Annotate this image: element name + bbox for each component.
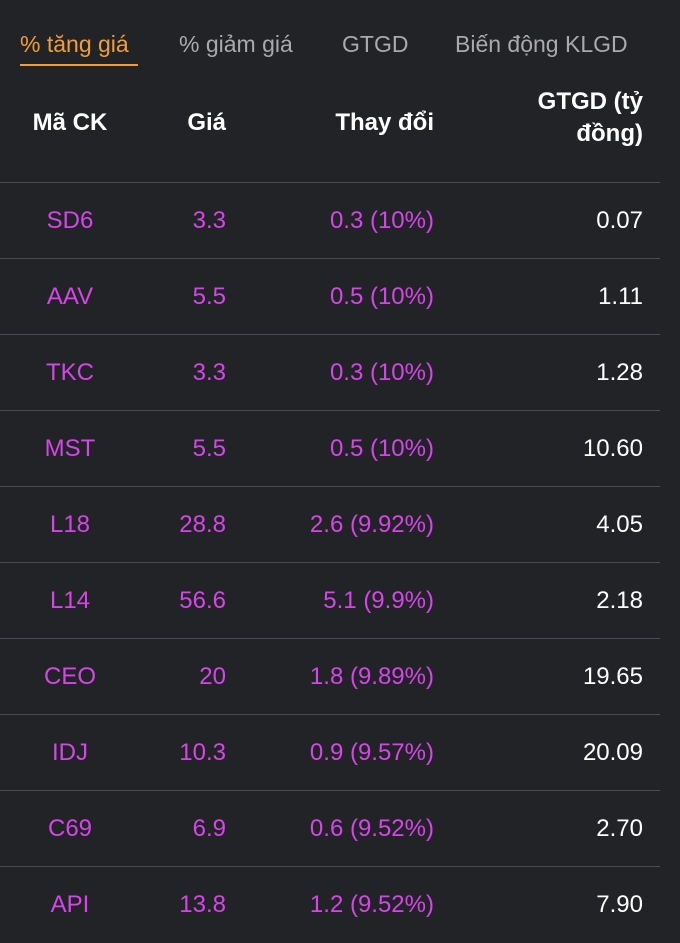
stock-code: API [50, 891, 90, 918]
table-row[interactable]: IDJ 10.3 0.9 (9.57%) 20.09 [0, 715, 680, 791]
column-header-value-line2: đồng) [576, 120, 643, 147]
column-header-code-label: Mã CK [32, 109, 108, 136]
stock-code: TKC [46, 359, 94, 386]
change-cell: 0.5 (10%) [329, 435, 434, 462]
trading-value-cell: 4.05 [596, 511, 643, 538]
row-divider [0, 638, 660, 639]
price-cell: 28.8 [179, 511, 226, 538]
price-cell: 5.5 [192, 283, 226, 310]
change-cell: 0.6 (9.52%) [309, 815, 434, 842]
change-cell: 1.8 (9.89%) [309, 663, 434, 690]
tab-trading-value[interactable]: GTGD [342, 31, 409, 57]
change-cell: 0.9 (9.57%) [309, 739, 434, 766]
trading-value-cell: 10.60 [582, 435, 643, 462]
stock-code: CEO [43, 663, 96, 690]
column-header-price-label: Giá [187, 109, 226, 136]
trading-value-cell: 2.18 [596, 587, 643, 614]
change-cell: 0.3 (10%) [329, 207, 434, 234]
stock-code: C69 [47, 815, 93, 842]
table-row[interactable]: CEO 20 1.8 (9.89%) 19.65 [0, 639, 680, 715]
stock-code: L18 [49, 511, 91, 538]
table-row[interactable]: API 13.8 1.2 (9.52%) 7.90 [0, 867, 680, 943]
column-header-value[interactable]: GTGD (tỷ đồng) [538, 86, 643, 150]
table-row[interactable]: L18 28.8 2.6 (9.92%) 4.05 [0, 487, 680, 563]
tab-bar: % tăng giá % giảm giá GTGD Biến động KLG… [0, 0, 680, 80]
trading-value-cell: 7.90 [596, 891, 643, 918]
change-cell: 5.1 (9.9%) [323, 587, 434, 614]
trading-value-cell: 1.11 [598, 283, 643, 310]
change-cell: 0.5 (10%) [329, 283, 434, 310]
table-row[interactable]: SD6 3.3 0.3 (10%) 0.07 [0, 183, 680, 259]
table-row[interactable]: L14 56.6 5.1 (9.9%) 2.18 [0, 563, 680, 639]
column-header-change-label: Thay đổi [335, 109, 434, 136]
table-row[interactable]: AAV 5.5 0.5 (10%) 1.11 [0, 259, 680, 335]
column-header-price[interactable]: Giá [187, 107, 226, 139]
trading-value-cell: 0.07 [596, 207, 643, 234]
price-cell: 5.5 [192, 435, 226, 462]
stock-code: MST [44, 435, 96, 462]
row-divider [0, 486, 660, 487]
row-divider [0, 714, 660, 715]
table-row[interactable]: TKC 3.3 0.3 (10%) 1.28 [0, 335, 680, 411]
change-cell: 1.2 (9.52%) [309, 891, 434, 918]
price-cell: 13.8 [179, 891, 226, 918]
change-cell: 2.6 (9.92%) [309, 511, 434, 538]
stock-code: L14 [49, 587, 91, 614]
tab-volume-change[interactable]: Biến động KLGD [455, 31, 628, 57]
stock-code: IDJ [52, 739, 88, 766]
row-divider [0, 866, 660, 867]
active-tab-indicator [20, 64, 138, 66]
column-header-code[interactable]: Mã CK [0, 107, 140, 139]
row-divider [0, 410, 660, 411]
trading-value-cell: 1.28 [596, 359, 643, 386]
trading-value-cell: 2.70 [596, 815, 643, 842]
row-divider [0, 562, 660, 563]
price-cell: 3.3 [192, 359, 226, 386]
tab-top-gainers[interactable]: % tăng giá [20, 31, 129, 57]
price-cell: 6.9 [192, 815, 226, 842]
price-cell: 10.3 [179, 739, 226, 766]
table-row[interactable]: C69 6.9 0.6 (9.52%) 2.70 [0, 791, 680, 867]
column-header-change[interactable]: Thay đổi [335, 107, 434, 139]
row-divider [0, 334, 660, 335]
row-divider [0, 790, 660, 791]
column-header-value-line1: GTGD (tỷ [537, 88, 643, 115]
price-cell: 56.6 [179, 587, 226, 614]
row-divider [0, 182, 660, 183]
trading-value-cell: 19.65 [582, 663, 643, 690]
stock-code: AAV [46, 283, 94, 310]
table-row[interactable]: MST 5.5 0.5 (10%) 10.60 [0, 411, 680, 487]
trading-value-cell: 20.09 [582, 739, 643, 766]
change-cell: 0.3 (10%) [329, 359, 434, 386]
tab-top-losers[interactable]: % giảm giá [179, 31, 293, 57]
price-cell: 20 [199, 663, 226, 690]
price-cell: 3.3 [192, 207, 226, 234]
row-divider [0, 258, 660, 259]
table-header: Mã CK Giá Thay đổi GTGD (tỷ đồng) [0, 80, 680, 182]
stock-code: SD6 [46, 207, 94, 234]
